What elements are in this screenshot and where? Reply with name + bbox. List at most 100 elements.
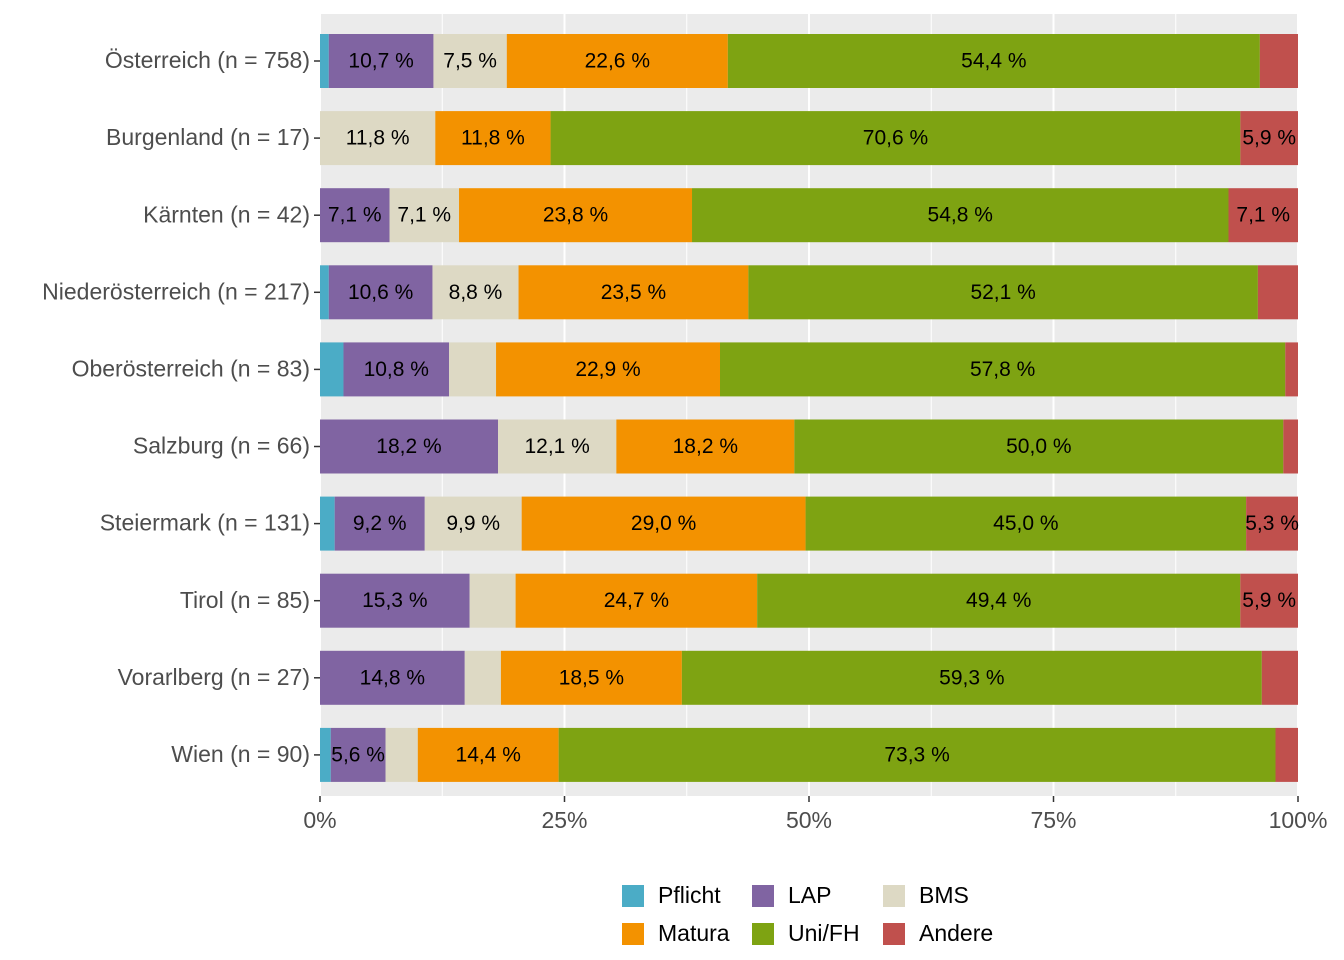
data-label: 18,2 % <box>673 435 738 458</box>
x-axis: 0% 25% 50% 75% 100% <box>303 796 1327 833</box>
category-label: Tirol (n = 85) <box>180 587 310 613</box>
data-label: 10,6 % <box>348 281 413 304</box>
bar-segment <box>330 727 386 782</box>
x-tick-label: 100% <box>1269 807 1328 833</box>
bar-segment <box>692 188 1229 243</box>
bar-segment <box>757 573 1241 628</box>
bar-segment <box>459 188 693 243</box>
data-label: 49,4 % <box>966 589 1031 612</box>
bar-segment <box>328 265 433 320</box>
data-label: 57,8 % <box>970 358 1035 381</box>
data-label: 7,1 % <box>397 204 451 227</box>
data-label: 7,5 % <box>443 50 497 73</box>
bar-segment <box>1240 573 1298 628</box>
bar-segment <box>496 342 721 397</box>
bar-segment <box>432 265 519 320</box>
category-label: Kärnten (n = 42) <box>143 201 310 227</box>
bar-segment <box>435 111 551 166</box>
bar-segment <box>720 342 1286 397</box>
bar-segment <box>343 342 450 397</box>
bar-segment <box>320 111 436 166</box>
x-tick-label: 50% <box>786 807 832 833</box>
data-label: 54,8 % <box>928 204 993 227</box>
bar-segment <box>518 265 749 320</box>
legend-label: Matura <box>658 920 730 946</box>
bar-segment <box>497 419 617 474</box>
bar-segment <box>334 496 425 551</box>
bar-segment <box>320 727 331 782</box>
bar-segment <box>320 188 390 243</box>
legend-key <box>752 923 774 945</box>
category-label: Oberösterreich (n = 83) <box>72 355 310 381</box>
bar-segment <box>616 419 795 474</box>
legend-key <box>883 923 905 945</box>
data-label: 18,2 % <box>376 435 441 458</box>
data-label: 9,9 % <box>446 512 500 535</box>
bar-segment <box>464 650 501 705</box>
bar-segment <box>1261 650 1298 705</box>
bar-segment <box>320 265 329 320</box>
data-label: 73,3 % <box>884 743 949 766</box>
category-axis: Österreich (n = 758) Burgenland (n = 17) K… <box>42 47 320 767</box>
data-label: 15,3 % <box>362 589 427 612</box>
data-label: 5,9 % <box>1242 589 1296 612</box>
bar-segment <box>424 496 522 551</box>
legend: Pflicht LAP BMS Matura Uni/FH Andere <box>622 882 993 946</box>
bar-segment <box>469 573 516 628</box>
data-label: 22,6 % <box>585 50 650 73</box>
bar-segment <box>1246 496 1298 551</box>
data-label: 22,9 % <box>575 358 640 381</box>
bar-segment <box>433 34 507 88</box>
bar-segment <box>794 419 1284 474</box>
legend-label: BMS <box>919 882 969 908</box>
data-label: 12,1 % <box>524 435 589 458</box>
bar-segment <box>748 265 1258 320</box>
legend-label: Andere <box>919 920 993 946</box>
bar-segment <box>449 342 497 397</box>
data-label: 5,3 % <box>1245 512 1299 535</box>
data-label: 54,4 % <box>961 50 1026 73</box>
x-tick-label: 25% <box>541 807 587 833</box>
bar-segment <box>1283 419 1298 474</box>
data-label: 50,0 % <box>1006 435 1071 458</box>
category-label: Niederösterreich (n = 217) <box>42 278 310 304</box>
legend-key <box>622 885 644 907</box>
data-label: 7,1 % <box>1236 204 1290 227</box>
bar-segment <box>389 188 460 243</box>
category-label: Burgenland (n = 17) <box>106 124 310 150</box>
bar-segment <box>328 34 434 88</box>
data-label: 10,8 % <box>364 358 429 381</box>
legend-label: Pflicht <box>658 882 721 908</box>
bar-segment <box>417 727 559 782</box>
data-label: 29,0 % <box>631 512 696 535</box>
bar-segment <box>320 650 465 705</box>
bar-segment <box>1275 727 1298 782</box>
legend-key <box>883 885 905 907</box>
bar-segment <box>558 727 1276 782</box>
bar-segment <box>515 573 758 628</box>
legend-key <box>622 923 644 945</box>
legend-label: LAP <box>788 882 831 908</box>
data-label: 18,5 % <box>559 666 624 689</box>
data-label: 11,8 % <box>346 127 410 150</box>
data-label: 14,4 % <box>456 743 521 766</box>
data-label: 23,5 % <box>601 281 666 304</box>
bar-segment <box>500 650 682 705</box>
legend-label: Uni/FH <box>788 920 860 946</box>
legend-key <box>752 885 774 907</box>
bar-segment <box>727 34 1260 88</box>
bars: 10,7 % 7,5 % 22,6 % 54,4 % 11,8 % 11,8 % 70,6 … <box>320 34 1299 782</box>
x-tick-label: 0% <box>303 807 336 833</box>
data-label: 8,8 % <box>449 281 503 304</box>
bar-segment <box>521 496 806 551</box>
data-label: 7,1 % <box>328 204 382 227</box>
bar-segment <box>1259 34 1298 88</box>
bar-segment <box>550 111 1241 166</box>
bar-segment <box>1240 111 1298 166</box>
data-label: 45,0 % <box>993 512 1058 535</box>
bar-segment <box>1285 342 1298 397</box>
data-label: 70,6 % <box>863 127 928 150</box>
data-label: 59,3 % <box>939 666 1004 689</box>
category-label: Wien (n = 90) <box>171 741 310 767</box>
